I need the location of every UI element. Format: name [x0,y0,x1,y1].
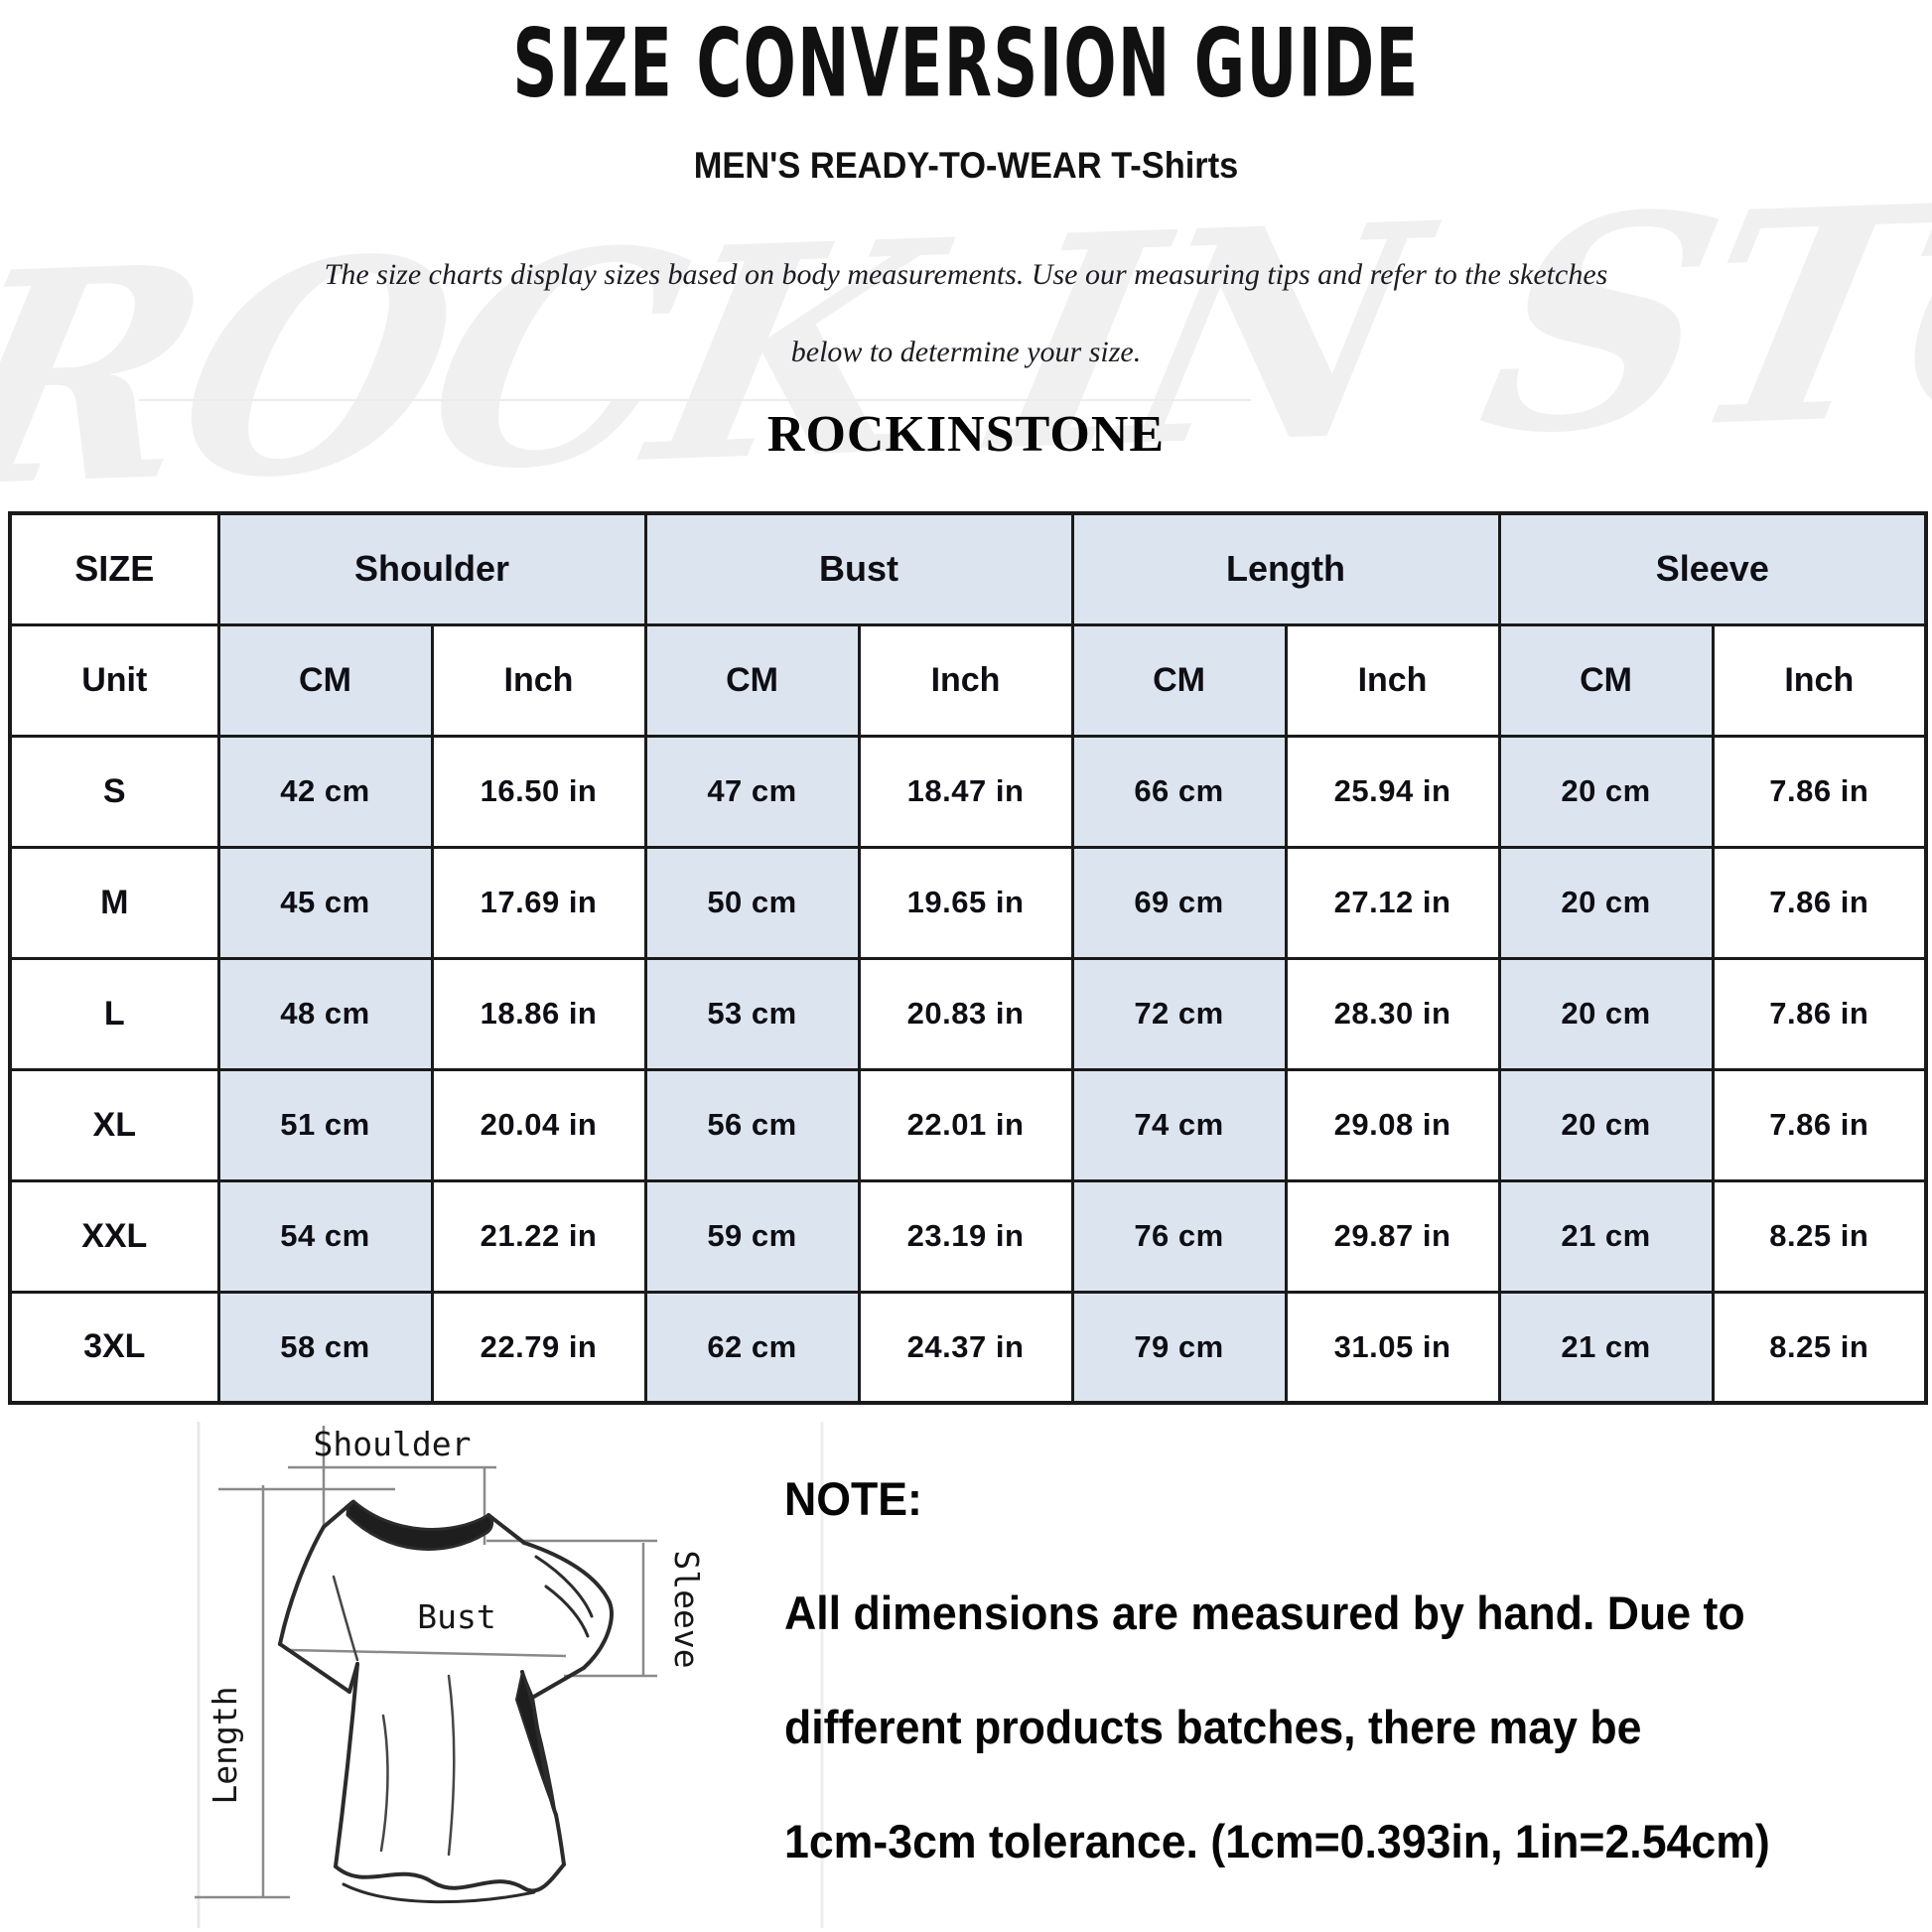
value-cell: 20 cm [1497,845,1715,960]
unit-cell: CM [216,622,434,738]
value-cell: 7.86 in [1711,845,1928,960]
unit-cell: Inch [1711,622,1928,738]
size-cell: XXL [8,1178,220,1294]
page-subtitle: MEN'S READY-TO-WEAR T-Shirts [693,145,1239,186]
value-cell: 76 cm [1070,1178,1288,1294]
table-row: L 48 cm 18.86 in 53 cm 20.83 in 72 cm 28… [8,956,1928,1071]
value-cell: 48 cm [216,956,434,1071]
value-cell: 54 cm [216,1178,434,1294]
sleeve-label: Sleeve [667,1550,706,1668]
value-cell: 21.22 in [430,1178,647,1294]
description: The size charts display sizes based on b… [0,236,1932,391]
value-cell: 51 cm [216,1067,434,1182]
col-header-bust: Bust [643,511,1074,626]
value-cell: 22.79 in [430,1290,647,1405]
value-cell: 79 cm [1070,1290,1288,1405]
divider-line [139,399,1251,401]
table-row: M 45 cm 17.69 in 50 cm 19.65 in 69 cm 27… [8,845,1928,960]
description-line-2: below to determine your size. [790,336,1142,368]
size-cell: L [8,956,220,1071]
value-cell: 28.30 in [1284,956,1501,1071]
size-cell: XL [8,1067,220,1182]
col-header-shoulder: Shoulder [216,511,647,626]
note-line: different products batches, there may be [784,1701,1642,1753]
value-cell: 20 cm [1497,956,1715,1071]
value-cell: 8.25 in [1711,1290,1928,1405]
value-cell: 20.83 in [857,956,1074,1071]
table-row: XL 51 cm 20.04 in 56 cm 22.01 in 74 cm 2… [8,1067,1928,1182]
value-cell: 7.86 in [1711,734,1928,849]
value-cell: 45 cm [216,845,434,960]
table-row: S 42 cm 16.50 in 47 cm 18.47 in 66 cm 25… [8,734,1928,849]
dimension-lines [195,1426,657,1899]
value-cell: 29.08 in [1284,1067,1501,1182]
col-header-size: SIZE [8,511,220,626]
value-cell: 59 cm [643,1178,861,1294]
size-cell: 3XL [8,1290,220,1405]
tshirt-measurement-sketch: Shoulder Bust Sleeve Length [195,1422,824,1928]
size-table: SIZE Shoulder Bust Length Sleeve Unit CM… [8,511,1929,1405]
value-cell: 7.86 in [1711,956,1928,1071]
value-cell: 21 cm [1497,1290,1715,1405]
unit-cell: Inch [857,622,1074,738]
value-cell: 17.69 in [430,845,647,960]
length-label: Length [206,1686,244,1804]
value-cell: 66 cm [1070,734,1288,849]
value-cell: 29.87 in [1284,1178,1501,1294]
unit-label: Unit [8,622,220,738]
unit-row: Unit CM Inch CM Inch CM Inch CM Inch [8,622,1928,738]
value-cell: 31.05 in [1284,1290,1501,1405]
value-cell: 27.12 in [1284,845,1501,960]
bust-label: Bust [417,1597,495,1636]
value-cell: 21 cm [1497,1178,1715,1294]
page-title: SIZE CONVERSION GUIDE [512,8,1420,119]
value-cell: 24.37 in [857,1290,1074,1405]
size-cell: M [8,845,220,960]
value-cell: 8.25 in [1711,1178,1928,1294]
value-cell: 19.65 in [857,845,1074,960]
unit-cell: CM [1497,622,1715,738]
shoulder-label: Shoulder [314,1425,472,1463]
tshirt-drawing [278,1499,614,1904]
value-cell: 72 cm [1070,956,1288,1071]
value-cell: 20 cm [1497,1067,1715,1182]
size-cell: S [8,734,220,849]
value-cell: 7.86 in [1711,1067,1928,1182]
value-cell: 16.50 in [430,734,647,849]
value-cell: 50 cm [643,845,861,960]
value-cell: 18.86 in [430,956,647,1071]
value-cell: 62 cm [643,1290,861,1405]
note-block: NOTE: All dimensions are measured by han… [784,1442,1860,1898]
value-cell: 20 cm [1497,734,1715,849]
value-cell: 47 cm [643,734,861,849]
unit-cell: Inch [430,622,647,738]
unit-cell: Inch [1284,622,1501,738]
value-cell: 42 cm [216,734,434,849]
value-cell: 56 cm [643,1067,861,1182]
value-cell: 22.01 in [857,1067,1074,1182]
value-cell: 53 cm [643,956,861,1071]
table-row: 3XL 58 cm 22.79 in 62 cm 24.37 in 79 cm … [8,1290,1928,1405]
brand-title: ROCKINSTONE [766,406,1166,463]
value-cell: 25.94 in [1284,734,1501,849]
value-cell: 58 cm [216,1290,434,1405]
value-cell: 74 cm [1070,1067,1288,1182]
value-cell: 20.04 in [430,1067,647,1182]
value-cell: 23.19 in [857,1178,1074,1294]
note-line: 1cm-3cm tolerance. (1cm=0.393in, 1in=2.5… [784,1815,1770,1867]
sketch-labels: Shoulder Bust Sleeve Length [206,1425,706,1805]
unit-cell: CM [1070,622,1288,738]
note-heading: NOTE: [784,1472,922,1525]
description-line-1: The size charts display sizes based on b… [324,258,1608,291]
value-cell: 18.47 in [857,734,1074,849]
col-header-sleeve: Sleeve [1497,511,1928,626]
unit-cell: CM [643,622,861,738]
table-row: XXL 54 cm 21.22 in 59 cm 23.19 in 76 cm … [8,1178,1928,1294]
value-cell: 69 cm [1070,845,1288,960]
col-header-length: Length [1070,511,1501,626]
note-line: All dimensions are measured by hand. Due… [784,1587,1745,1639]
table-header-row: SIZE Shoulder Bust Length Sleeve [8,511,1928,626]
